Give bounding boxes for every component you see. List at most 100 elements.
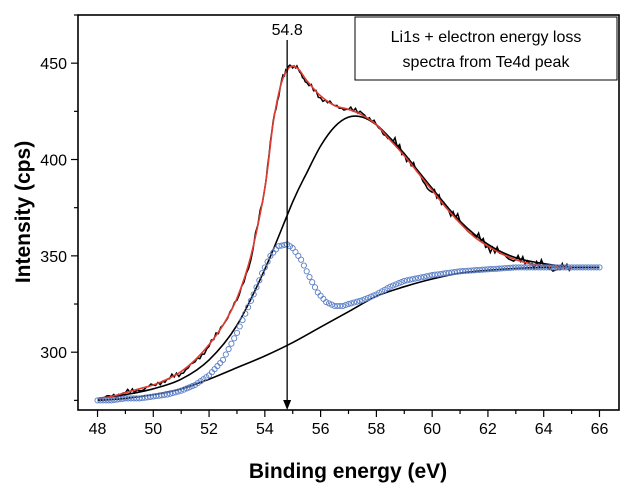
peak-component-point [278, 242, 285, 249]
legend-line-2: spectra from Te4d peak [403, 54, 571, 71]
peak-component-point [233, 329, 241, 336]
peak-component-point [175, 388, 182, 395]
peak-component-point [275, 243, 282, 250]
peak-component-point [345, 300, 352, 308]
peak-component-point [242, 310, 249, 317]
measured-spectrum-line [97, 64, 573, 401]
peak-component-point [320, 295, 327, 302]
y-axis-tick-labels: 300 350 400 450 [40, 56, 67, 362]
x-tick-label: 62 [479, 421, 497, 438]
peak-component-point [359, 297, 366, 304]
peak-component-point [406, 276, 413, 283]
peak-component-point [189, 383, 196, 390]
fitted-envelope-line [97, 65, 572, 400]
peak-component-point [423, 273, 430, 280]
peak-component-point [292, 248, 299, 256]
peak-component-markers [94, 241, 603, 404]
peak-component-point [337, 302, 344, 310]
peak-component-point [370, 292, 377, 299]
peak-component-point [387, 283, 394, 290]
peak-component-point [364, 294, 372, 301]
peak-component-point [253, 284, 260, 291]
peak-component-point [314, 289, 321, 296]
peak-component-point [147, 393, 154, 400]
x-tick-label: 54 [256, 421, 274, 438]
curves [97, 64, 600, 402]
x-tick-label: 60 [423, 421, 441, 438]
peak-component-point [239, 317, 246, 324]
legend-box: Li1s + electron energy loss spectra from… [354, 16, 618, 81]
peak-component-point [309, 279, 316, 286]
peak-component-point [225, 346, 232, 353]
peak-component-point [113, 396, 121, 403]
x-tick-label: 52 [200, 421, 218, 438]
peak-component-point [351, 299, 358, 306]
peak-component-point [353, 298, 360, 305]
peak-component-point [247, 297, 254, 304]
y-tick-label: 450 [40, 56, 67, 73]
peak-component-point [390, 282, 397, 289]
peak-component-point [328, 301, 335, 308]
peak-component-point [141, 394, 148, 401]
peak-component-point [261, 264, 268, 271]
x-tick-label: 48 [89, 421, 107, 438]
peak-component-point [342, 301, 349, 309]
y-axis-title: Intensity (cps) [12, 141, 35, 283]
peak-component-point [426, 272, 433, 279]
peak-component-point [443, 270, 450, 277]
x-tick-label: 50 [144, 421, 162, 438]
peak-component-point [306, 273, 313, 281]
peak-component-point [259, 270, 266, 277]
annotation-label: 54.8 [272, 22, 303, 39]
peak-component-point [401, 277, 408, 284]
peak-component-point [348, 300, 355, 307]
peak-component-point [409, 276, 416, 283]
peak-component-point [180, 386, 188, 393]
background-line [97, 266, 600, 402]
peak-component-point [150, 393, 157, 400]
legend-frame [354, 16, 618, 81]
peak-component-point [395, 280, 402, 287]
broad-component-line [97, 115, 572, 400]
y-axis-ticks [71, 14, 78, 401]
x-tick-label: 64 [535, 421, 553, 438]
y-tick-label: 300 [40, 345, 67, 362]
peak-component-point [222, 351, 229, 358]
peak-component-point [228, 340, 235, 347]
annotation-arrow-head [283, 400, 292, 410]
peak-component-point [356, 297, 363, 304]
peak-component-point [440, 270, 447, 277]
peak-component-point [593, 264, 600, 271]
peak-component-point [219, 356, 227, 363]
x-tick-label: 58 [367, 421, 385, 438]
x-axis-tick-labels: 48 50 52 54 56 58 60 62 64 66 [89, 421, 609, 438]
peak-component-point [116, 396, 123, 403]
x-axis-ticks [96, 410, 601, 417]
peak-component-point [298, 256, 305, 263]
peak-component-point [431, 271, 438, 278]
peak-component-point [178, 387, 185, 394]
x-tick-label: 66 [591, 421, 609, 438]
peak-component-point [250, 291, 257, 298]
peak-component-point [404, 277, 411, 284]
y-tick-label: 350 [40, 249, 67, 266]
peak-component-point [161, 391, 168, 399]
peak-annotation: 54.8 [272, 22, 303, 410]
peak-component-point [231, 335, 238, 342]
x-axis-title: Binding energy (eV) [249, 460, 447, 483]
peak-component-point [264, 258, 271, 265]
peak-component-point [434, 271, 441, 278]
peak-component-point [362, 295, 369, 303]
peak-component-point [420, 273, 427, 280]
x-tick-label: 56 [312, 421, 330, 438]
peak-component-point [303, 268, 310, 275]
peak-component-point [417, 274, 425, 281]
peak-component-point [392, 281, 399, 288]
peak-component-point [164, 391, 171, 398]
peak-component-point [445, 269, 452, 276]
peak-component-point [217, 359, 224, 367]
peak-component-point [256, 277, 263, 284]
peak-component-point [169, 389, 176, 397]
peak-component-point [186, 384, 193, 391]
